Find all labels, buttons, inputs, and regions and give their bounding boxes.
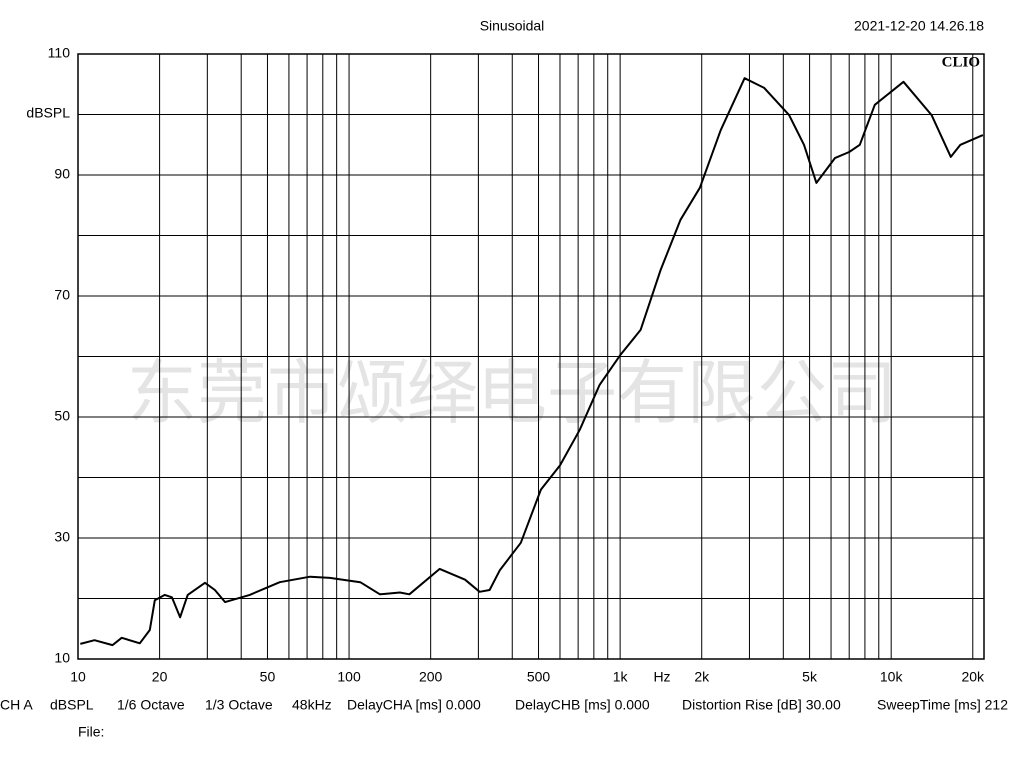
footer-item: DelayCHA [ms] 0.000	[347, 697, 481, 713]
y-tick-label: 30	[54, 529, 70, 545]
x-tick-label: 20k	[961, 669, 985, 685]
x-tick-label: 2k	[694, 669, 710, 685]
brand: CLIO	[942, 54, 980, 70]
footer-item: 1/3 Octave	[205, 697, 273, 713]
plot-border	[77, 53, 985, 660]
y-tick-label: 90	[54, 166, 70, 182]
x-tick-label: 10k	[880, 669, 904, 685]
y-tick-label: 110	[48, 45, 71, 61]
y-tick-label: 70	[54, 287, 70, 303]
footer-item: CH A	[0, 697, 33, 713]
y-axis-label: dBSPL	[26, 105, 70, 121]
x-tick-label: 5k	[802, 669, 818, 685]
x-tick-label: 500	[527, 669, 551, 685]
footer-item: Distortion Rise [dB] 30.00	[682, 697, 841, 713]
x-axis-label: Hz	[653, 669, 670, 685]
footer-item: DelayCHB [ms] 0.000	[515, 697, 650, 713]
footer-item: SweepTime [ms] 212	[877, 697, 1008, 713]
footer-item: 48kHz	[292, 697, 332, 713]
y-tick-label: 10	[54, 650, 70, 666]
x-tick-label: 10	[70, 669, 86, 685]
x-tick-label: 200	[419, 669, 443, 685]
x-tick-label: 20	[152, 669, 168, 685]
chart-title: Sinusoidal	[480, 18, 545, 34]
timestamp: 2021-12-20 14.26.18	[854, 18, 984, 34]
file-label: File:	[78, 724, 104, 740]
footer-item: 1/6 Octave	[117, 697, 185, 713]
y-tick-label: 50	[54, 408, 70, 424]
x-tick-label: 50	[260, 669, 276, 685]
x-tick-label: 1k	[613, 669, 629, 685]
x-tick-label: 100	[337, 669, 361, 685]
footer-item: dBSPL	[50, 697, 94, 713]
response-curve	[80, 77, 984, 647]
